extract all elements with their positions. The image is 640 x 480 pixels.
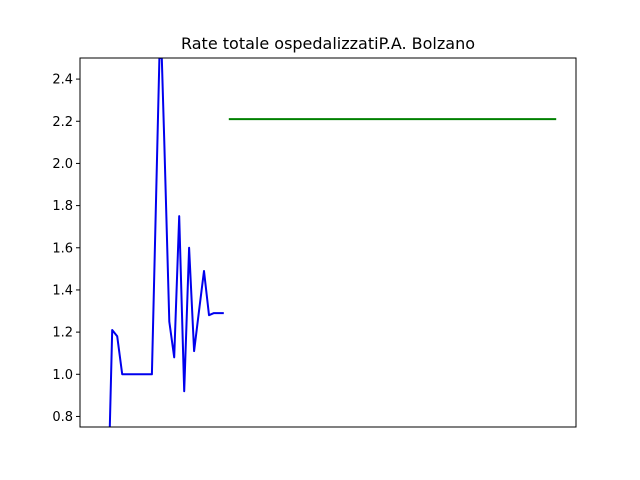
y-tick-label: 1.6 [52, 241, 73, 256]
y-tick-label: 1.4 [52, 283, 73, 298]
y-tick-label: 0.8 [52, 410, 73, 425]
y-tick-label: 1.0 [52, 368, 73, 383]
y-axis: 0.8 1.0 1.2 1.4 1.6 1.8 2.0 2.2 2.4 [52, 73, 80, 425]
y-tick-label: 2.2 [52, 115, 73, 130]
series-layer [108, 58, 557, 427]
chart-title: Rate totale ospedalizzatiP.A. Bolzano [181, 34, 475, 53]
y-tick-label: 2.4 [52, 73, 73, 88]
y-tick-label: 1.8 [52, 199, 73, 214]
plot-frame [79, 57, 577, 428]
y-tick-label: 2.0 [52, 157, 73, 172]
y-tick-label: 1.2 [52, 326, 73, 341]
series-line-1 [108, 58, 224, 427]
